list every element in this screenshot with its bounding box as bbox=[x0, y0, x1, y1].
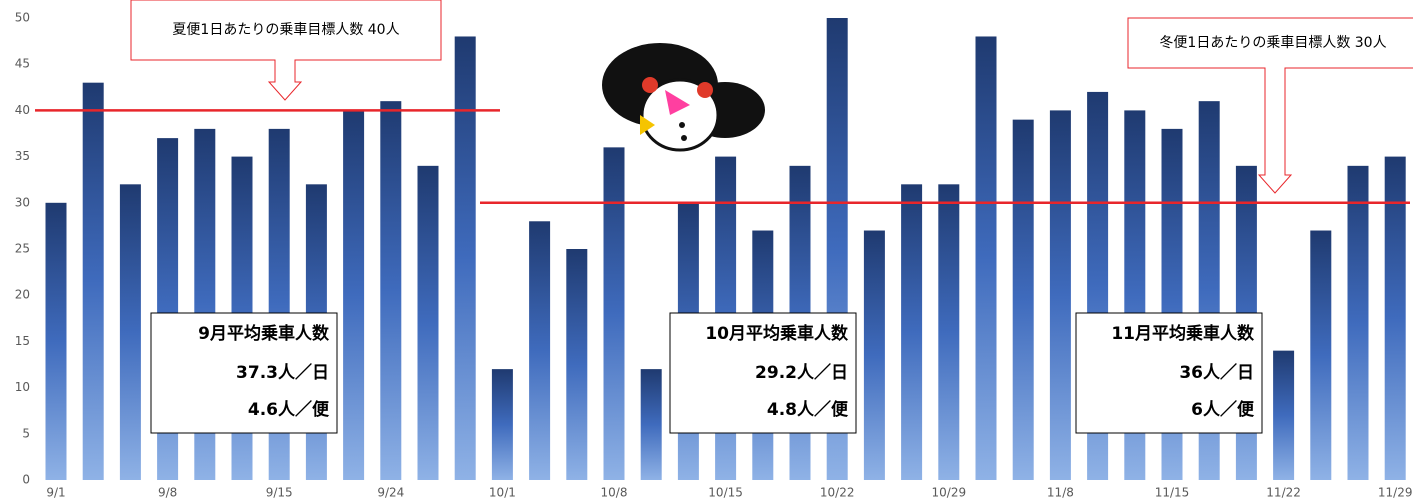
x-tick-label: 9/15 bbox=[266, 486, 293, 500]
y-tick-label: 30 bbox=[15, 195, 30, 209]
summary-per-day: 29.2人／日 bbox=[755, 362, 848, 383]
bar bbox=[380, 101, 401, 480]
y-tick-label: 20 bbox=[15, 288, 30, 302]
bar bbox=[1013, 120, 1034, 480]
x-tick-label: 10/15 bbox=[708, 486, 743, 500]
y-tick-label: 0 bbox=[22, 473, 30, 487]
x-tick-label: 10/29 bbox=[932, 486, 967, 500]
callout-text: 夏便1日あたりの乗車目標人数 40人 bbox=[172, 21, 399, 38]
x-tick-label: 11/15 bbox=[1155, 486, 1190, 500]
x-tick-label: 9/8 bbox=[158, 486, 177, 500]
bar bbox=[864, 231, 885, 480]
chart: 0 5 10 15 20 25 30 35 40 45 50 9/1 9/8 9/15 9/24 10/1 1… bbox=[0, 0, 1413, 501]
y-tick-label: 40 bbox=[15, 103, 30, 117]
x-tick-label: 11/22 bbox=[1266, 486, 1301, 500]
bar bbox=[641, 369, 662, 480]
summary-per-trip: 4.8人／便 bbox=[767, 399, 849, 420]
summary-title: 11月平均乗車人数 bbox=[1111, 323, 1255, 344]
bar bbox=[1050, 110, 1071, 480]
bar bbox=[901, 184, 922, 480]
x-tick-label: 11/8 bbox=[1047, 486, 1074, 500]
bar bbox=[418, 166, 439, 480]
y-tick-label: 5 bbox=[22, 426, 30, 440]
y-tick-label: 25 bbox=[15, 242, 30, 256]
bar bbox=[83, 83, 104, 480]
summary-per-day: 36人／日 bbox=[1179, 362, 1254, 383]
summary-per-trip: 4.6人／便 bbox=[248, 399, 330, 420]
summary-per-trip: 6人／便 bbox=[1191, 399, 1255, 420]
bar bbox=[46, 203, 67, 480]
bar bbox=[566, 249, 587, 480]
summary-per-day: 37.3人／日 bbox=[236, 362, 329, 383]
bar bbox=[120, 184, 141, 480]
bar bbox=[1385, 157, 1406, 480]
x-tick-label: 10/8 bbox=[601, 486, 628, 500]
bar bbox=[1273, 351, 1294, 480]
summary-title: 9月平均乗車人数 bbox=[198, 323, 330, 344]
x-tick-label: 10/22 bbox=[820, 486, 855, 500]
bar bbox=[938, 184, 959, 480]
y-tick-label: 50 bbox=[15, 11, 30, 25]
bar bbox=[604, 147, 625, 480]
bar bbox=[455, 36, 476, 480]
x-tick-label: 9/1 bbox=[46, 486, 65, 500]
bar bbox=[529, 221, 550, 480]
bar bbox=[343, 110, 364, 480]
bar bbox=[1348, 166, 1369, 480]
y-tick-label: 45 bbox=[15, 57, 30, 71]
y-tick-label: 10 bbox=[15, 380, 30, 394]
callout-box bbox=[131, 0, 441, 100]
callout-text: 冬便1日あたりの乗車目標人数 30人 bbox=[1159, 34, 1386, 51]
y-tick-label: 15 bbox=[15, 334, 30, 348]
bar bbox=[1310, 231, 1331, 480]
summary-title: 10月平均乗車人数 bbox=[705, 323, 849, 344]
x-tick-label: 11/29 bbox=[1378, 486, 1413, 500]
bar bbox=[976, 36, 997, 480]
mascot bbox=[602, 43, 765, 150]
y-tick-label: 35 bbox=[15, 149, 30, 163]
x-tick-label: 9/24 bbox=[377, 486, 404, 500]
bar bbox=[492, 369, 513, 480]
x-tick-label: 10/1 bbox=[489, 486, 516, 500]
